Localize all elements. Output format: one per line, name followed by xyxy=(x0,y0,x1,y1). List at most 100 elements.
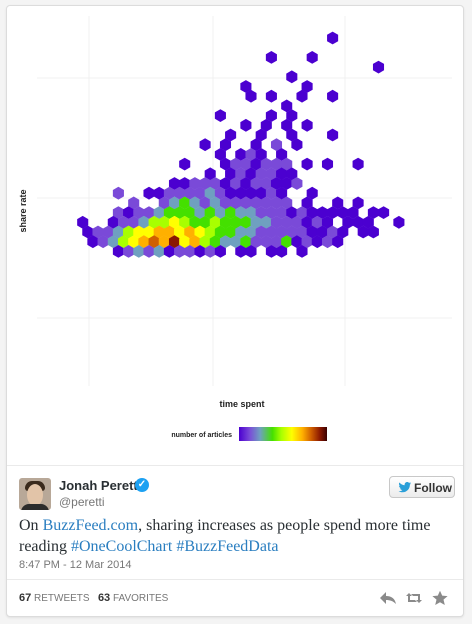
hexbin-cell xyxy=(112,206,124,219)
hexbin-cell xyxy=(281,177,293,190)
hexbin-cell xyxy=(163,186,175,200)
hexbin-cell xyxy=(327,128,339,142)
hexbin-cell xyxy=(260,177,272,190)
hexbin-cell xyxy=(179,157,191,171)
x-axis-label: time spent xyxy=(219,399,265,409)
hexbin-cell xyxy=(301,235,313,249)
hexbin-cell xyxy=(357,225,369,239)
hexbin-cell xyxy=(199,138,211,152)
hexbin-cell xyxy=(296,89,308,103)
hexbin-cell xyxy=(143,206,155,219)
hexbin-cell xyxy=(184,245,196,258)
buzzfeed-link[interactable]: BuzzFeed.com xyxy=(42,517,139,534)
hexbin-cell xyxy=(245,206,257,219)
hexbin-cell xyxy=(219,235,232,249)
reply-icon[interactable] xyxy=(379,590,397,606)
hexbin-cell xyxy=(250,235,262,249)
tweet-text-prefix: On xyxy=(19,517,43,534)
hexbin-cell xyxy=(174,206,186,219)
hexbin-cell xyxy=(209,177,221,190)
hexbin-cell xyxy=(174,245,186,258)
hexbin-cell xyxy=(235,245,247,258)
hexbin-cell xyxy=(179,196,191,210)
hexbin-cell xyxy=(276,186,288,200)
hexbin-cell xyxy=(219,196,232,210)
hexbin-cells xyxy=(77,31,405,258)
hexbin-cell xyxy=(327,225,339,239)
hexbin-cell xyxy=(250,215,262,229)
hexbin-cell xyxy=(107,215,119,229)
hexbin-cell xyxy=(143,245,155,258)
hexbin-cell xyxy=(270,235,283,249)
hexbin-cell xyxy=(255,128,267,142)
hexbin-cell xyxy=(306,186,318,200)
hexbin-cell xyxy=(245,186,257,200)
hexbin-cell xyxy=(286,225,298,239)
hexbin-cell xyxy=(270,157,283,171)
hexbin-cell xyxy=(352,196,364,210)
hexbin-cell xyxy=(189,215,201,229)
divider xyxy=(7,579,463,580)
star-icon[interactable] xyxy=(431,590,449,606)
follow-button[interactable]: Follow xyxy=(389,476,455,498)
hexbin-cell xyxy=(316,225,328,239)
hexbin-cell xyxy=(301,157,313,171)
hexbin-cell xyxy=(291,138,303,152)
author-handle[interactable]: @peretti xyxy=(59,495,105,509)
tweet-timestamp[interactable]: 8:47 PM - 12 Mar 2014 xyxy=(19,559,132,571)
hexbin-cell xyxy=(250,157,262,171)
hexbin-cell xyxy=(199,177,211,190)
hexbin-cell xyxy=(260,235,272,249)
hexbin-cell xyxy=(184,206,196,219)
hexbin-cell xyxy=(194,225,206,239)
hexbin-cell xyxy=(260,157,272,171)
hexbin-cell xyxy=(143,186,155,200)
hexbin-cell xyxy=(235,186,247,200)
retweets-label: RETWEETS xyxy=(34,593,90,604)
hexbin-cell xyxy=(194,245,206,258)
hexbin-cell xyxy=(184,186,196,200)
hexbin-cell xyxy=(265,51,277,64)
hexbin-cell xyxy=(306,225,318,239)
author-name[interactable]: Jonah Peretti xyxy=(59,478,142,493)
hexbin-cell xyxy=(235,148,247,161)
hexbin-cell xyxy=(138,215,150,229)
hexbin-cell xyxy=(270,177,283,190)
avatar[interactable] xyxy=(19,478,51,510)
hexbin-cell xyxy=(255,186,267,200)
verified-badge-icon: ✓ xyxy=(135,478,149,492)
hexbin-cell xyxy=(347,206,359,219)
tweet-card: share rate time spent number of articles… xyxy=(6,5,464,617)
hexbin-cell xyxy=(214,186,226,200)
hexbin-cell xyxy=(296,206,308,219)
hexbin-cell xyxy=(265,206,277,219)
hexbin-cell xyxy=(179,235,191,249)
hexbin-cell xyxy=(199,196,211,210)
hexbin-cell xyxy=(281,235,293,249)
hexbin-cell xyxy=(112,245,124,258)
hashtag-onecoolchart[interactable]: #OneCoolChart xyxy=(70,538,173,555)
hexbin-cell xyxy=(255,206,267,219)
hexbin-cell xyxy=(321,157,334,171)
hexbin-cell xyxy=(245,89,257,103)
hexbin-cell xyxy=(153,225,165,239)
tweet-stats: 67 RETWEETS 63 FAVORITES xyxy=(19,592,168,604)
hexbin-cell xyxy=(265,89,277,103)
hexbin-cell xyxy=(219,215,232,229)
hexbin-cell xyxy=(112,225,124,239)
hexbin-cell xyxy=(214,225,226,239)
hashtag-buzzfeeddata[interactable]: #BuzzFeedData xyxy=(176,538,279,555)
hexbin-cell xyxy=(240,80,252,93)
hexbin-cell xyxy=(235,167,247,181)
hexbin-cell xyxy=(286,128,298,142)
hexbin-cell xyxy=(276,225,288,239)
hexbin-cell xyxy=(281,99,293,113)
divider xyxy=(7,465,463,466)
hexbin-cell xyxy=(265,109,277,122)
y-axis-label-wrap: share rate xyxy=(13,176,33,256)
retweet-icon[interactable] xyxy=(405,590,423,606)
hexbin-cell xyxy=(352,157,364,171)
hexbin-cell xyxy=(102,225,114,239)
hexbin-cell xyxy=(296,225,308,239)
hexbin-cell xyxy=(117,215,130,229)
